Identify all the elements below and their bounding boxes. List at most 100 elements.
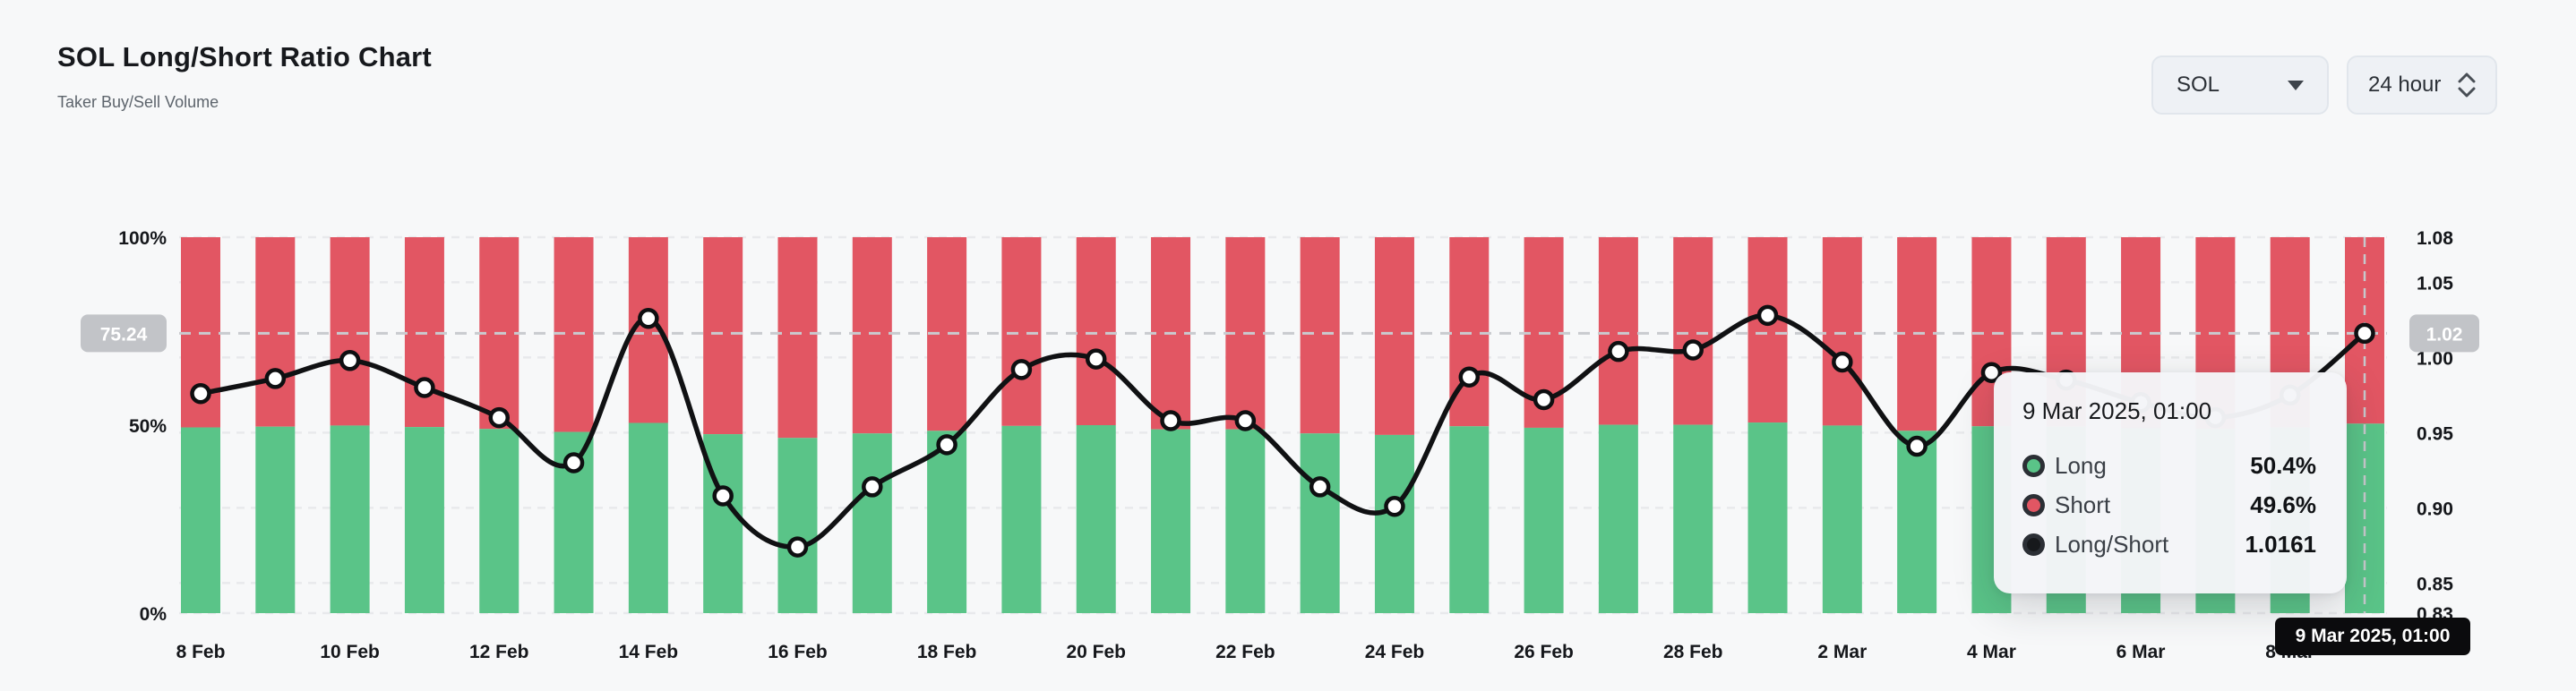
bar-long-segment[interactable] (1897, 431, 1937, 613)
bar-long-segment[interactable] (1001, 425, 1042, 613)
x-axis-tick: 6 Mar (2117, 642, 2166, 662)
ratio-point-marker[interactable] (712, 485, 734, 507)
ratio-point-marker[interactable] (562, 452, 585, 473)
page-subtitle: Taker Buy/Sell Volume (57, 93, 219, 111)
x-axis-tick: 18 Feb (917, 642, 977, 662)
bar-long-segment[interactable] (1449, 426, 1490, 613)
ratio-point-marker[interactable] (1608, 340, 1629, 363)
bar-short-segment[interactable] (1822, 237, 1862, 426)
right-axis-badge-value: 1.02 (2426, 324, 2463, 345)
x-axis-tick: 22 Feb (1215, 642, 1275, 662)
left-axis-tick: 50% (129, 416, 167, 437)
bar-long-segment[interactable] (404, 427, 444, 613)
bar-short-segment[interactable] (1076, 237, 1116, 425)
bar-long-segment[interactable] (1076, 425, 1116, 613)
bar-long-segment[interactable] (628, 422, 668, 613)
ratio-point-marker[interactable] (638, 307, 659, 329)
bar-long-segment[interactable] (330, 425, 370, 613)
bar-long-segment[interactable] (181, 427, 220, 613)
right-axis-badge (2409, 314, 2479, 353)
right-axis-tick: 0.95 (2417, 423, 2453, 444)
ratio-point-marker[interactable] (1085, 348, 1107, 370)
x-axis-tick: 4 Mar (1967, 642, 2016, 662)
bar-short-segment[interactable] (1747, 237, 1788, 423)
short-marker-icon (2022, 494, 2045, 516)
bar-long-segment[interactable] (1300, 433, 1340, 613)
bar-long-segment[interactable] (1524, 427, 1564, 613)
tooltip-long-label: Long (2055, 452, 2107, 479)
bar-long-segment[interactable] (927, 431, 967, 613)
ratio-point-marker[interactable] (862, 476, 883, 498)
ratio-point-marker[interactable] (1533, 388, 1555, 411)
bar-short-segment[interactable] (330, 237, 370, 426)
bar-short-segment[interactable] (255, 237, 296, 427)
ratio-point-marker[interactable] (1458, 366, 1481, 388)
x-axis-tick: 10 Feb (320, 642, 380, 662)
bar-long-segment[interactable] (1598, 424, 1638, 613)
x-axis-tick: 8 Feb (176, 642, 226, 662)
ratio-point-marker[interactable] (1756, 304, 1779, 327)
x-axis-tick: 24 Feb (1365, 642, 1425, 662)
bar-long-segment[interactable] (1151, 429, 1191, 613)
bar-short-segment[interactable] (703, 237, 743, 435)
bar-long-segment[interactable] (1374, 434, 1414, 613)
bar-long-segment[interactable] (1822, 425, 1862, 613)
ratio-point-marker[interactable] (190, 382, 211, 405)
bar-long-segment[interactable] (255, 426, 296, 613)
tooltip-long-value: 50.4% (2250, 452, 2316, 479)
ratio-point-marker[interactable] (1906, 435, 1928, 457)
x-axis-tick: 28 Feb (1663, 642, 1723, 662)
ratio-point-marker[interactable] (264, 368, 287, 389)
interval-dropdown[interactable]: 24 hour (2347, 55, 2497, 115)
bar-long-segment[interactable] (1673, 424, 1713, 613)
ratio-point-marker[interactable] (1832, 351, 1853, 373)
bar-long-segment[interactable] (777, 438, 818, 613)
page-title: SOL Long/Short Ratio Chart (57, 41, 432, 73)
x-axis-tick: 20 Feb (1066, 642, 1126, 662)
x-axis-crosshair-tooltip: 9 Mar 2025, 01:00 (2275, 618, 2470, 655)
right-axis-tick: 0.85 (2417, 574, 2453, 594)
ratio-point-marker[interactable] (339, 350, 361, 371)
ratio-point-marker[interactable] (1309, 476, 1331, 498)
symbol-dropdown[interactable]: SOL (2151, 55, 2329, 115)
caret-down-icon (2288, 80, 2304, 90)
bar-short-segment[interactable] (1374, 237, 1414, 435)
left-axis-tick: 100% (118, 228, 167, 249)
right-axis-tick: 0.90 (2417, 499, 2453, 519)
tooltip-short-label: Short (2055, 491, 2111, 518)
ratio-point-marker[interactable] (1682, 339, 1704, 361)
right-axis-tick: 1.05 (2417, 273, 2453, 294)
ratio-point-marker[interactable] (2354, 322, 2375, 345)
tooltip-ratio-label: Long/Short (2055, 531, 2169, 558)
ratio-point-marker[interactable] (936, 434, 957, 456)
bar-long-segment[interactable] (479, 429, 519, 613)
symbol-dropdown-value: SOL (2177, 73, 2220, 97)
x-axis-tick: 12 Feb (469, 642, 529, 662)
bar-short-segment[interactable] (1001, 237, 1042, 426)
ratio-point-marker[interactable] (786, 536, 809, 558)
right-axis-tick: 1.00 (2417, 348, 2453, 369)
ratio-point-marker[interactable] (1384, 495, 1405, 517)
bar-long-segment[interactable] (1747, 422, 1788, 613)
interval-dropdown-value: 24 hour (2368, 73, 2442, 97)
chevron-up-down-icon (2458, 73, 2476, 98)
bar-short-segment[interactable] (852, 237, 892, 434)
ratio-point-marker[interactable] (1980, 362, 2003, 383)
ratio-point-marker[interactable] (488, 406, 510, 429)
tooltip-row-ratio: Long/Short 1.0161 (2022, 531, 2316, 559)
bar-long-segment[interactable] (852, 433, 892, 613)
ratio-point-marker[interactable] (1234, 410, 1257, 431)
ratio-point-marker[interactable] (414, 377, 435, 398)
bar-short-segment[interactable] (777, 237, 818, 439)
bar-long-segment[interactable] (1225, 429, 1266, 613)
left-axis-badge-value: 75.24 (100, 324, 148, 345)
bar-short-segment[interactable] (1598, 237, 1638, 425)
left-axis-badge (81, 314, 167, 353)
bar-short-segment[interactable] (1300, 237, 1340, 434)
tooltip-row-long: Long 50.4% (2022, 452, 2316, 480)
hover-tooltip: 9 Mar 2025, 01:00 Long 50.4% Short 49.6%… (1994, 372, 2347, 593)
ratio-point-marker[interactable] (1010, 359, 1033, 380)
bar-short-segment[interactable] (1673, 237, 1713, 425)
ratio-point-marker[interactable] (1160, 410, 1181, 431)
